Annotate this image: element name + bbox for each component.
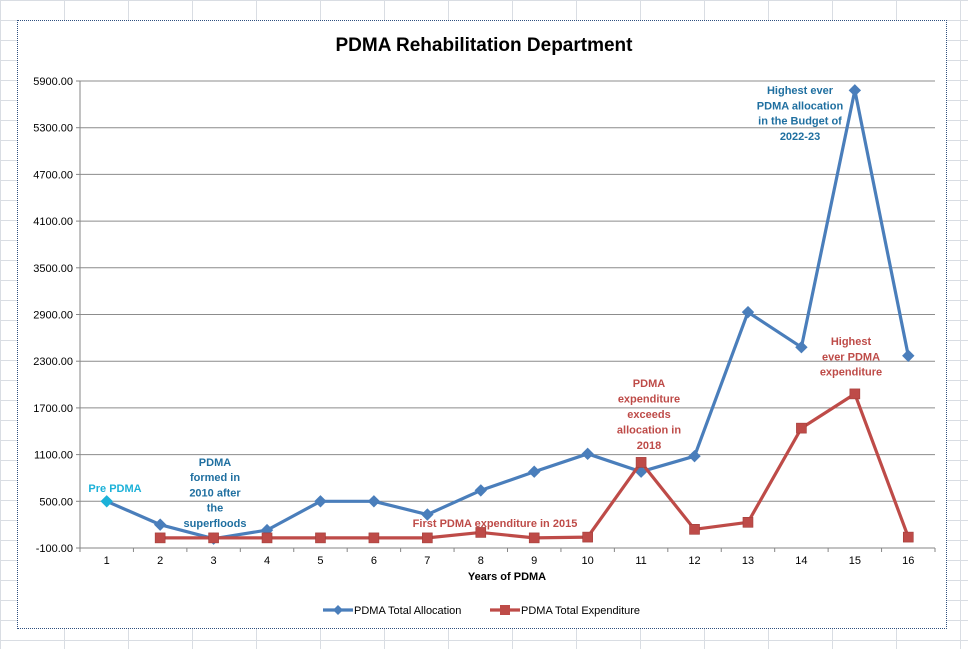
y-tick-label: 2900.00 bbox=[33, 310, 73, 322]
expenditure-point bbox=[635, 457, 647, 468]
annotation-text: Highest ever bbox=[767, 85, 834, 97]
y-tick-label: -100.00 bbox=[36, 543, 73, 555]
expenditure-point bbox=[582, 531, 593, 543]
y-tick-label: 5300.00 bbox=[33, 123, 73, 135]
legend-marker bbox=[333, 605, 343, 615]
allocation-point bbox=[528, 465, 541, 478]
allocation-point bbox=[314, 495, 327, 508]
series-line-1 bbox=[106, 88, 910, 541]
x-tick-label: 16 bbox=[902, 555, 914, 567]
y-tick-label: 4100.00 bbox=[33, 216, 73, 228]
expenditure-point bbox=[742, 517, 754, 528]
annotation-text: allocation in bbox=[617, 425, 681, 437]
annotation-text: formed in bbox=[190, 472, 240, 484]
x-axis-title: Years of PDMA bbox=[468, 571, 546, 583]
x-tick-label: 6 bbox=[371, 555, 377, 567]
annotation-text: PDMA bbox=[199, 457, 231, 469]
expenditure-point bbox=[368, 532, 380, 544]
allocation-point bbox=[153, 518, 167, 531]
annotation-text: 2022-23 bbox=[780, 131, 820, 143]
x-tick-label: 1 bbox=[104, 555, 110, 567]
y-tick-label: 1700.00 bbox=[33, 403, 73, 415]
x-axis: 1 2 3 4 5 6 7 8 9 10 11 12 13 14 15 16 bbox=[79, 548, 936, 567]
expenditure-point bbox=[902, 531, 914, 543]
expenditure-point bbox=[796, 422, 807, 434]
x-tick-label: 13 bbox=[742, 555, 754, 567]
expenditure-point bbox=[154, 532, 166, 544]
expenditure-point bbox=[849, 388, 861, 400]
x-tick-label: 12 bbox=[688, 555, 700, 567]
allocation-point bbox=[741, 305, 755, 319]
legend-label: PDMA Total Allocation bbox=[354, 605, 461, 617]
expenditure-point bbox=[528, 532, 540, 544]
allocation-point bbox=[848, 84, 862, 97]
x-tick-label: 4 bbox=[264, 555, 270, 567]
expenditure-point bbox=[689, 524, 700, 535]
allocation-point bbox=[581, 447, 594, 461]
allocation-point bbox=[902, 349, 915, 362]
legend: PDMA Total Allocation PDMA Total Expendit… bbox=[323, 605, 640, 617]
x-tick-label: 3 bbox=[211, 555, 217, 567]
annotation-text: in the Budget of bbox=[758, 116, 842, 128]
x-tick-label: 2 bbox=[157, 555, 163, 567]
annotation-text: expenditure bbox=[820, 367, 882, 379]
x-tick-label: 5 bbox=[317, 555, 323, 567]
annotation-text: Pre PDMA bbox=[88, 483, 141, 495]
x-tick-label: 7 bbox=[424, 555, 430, 567]
allocation-point bbox=[100, 495, 113, 508]
allocation-point bbox=[367, 495, 381, 508]
y-tick-label: 1100.00 bbox=[34, 450, 73, 462]
x-tick-label: 15 bbox=[849, 555, 861, 567]
gridlines bbox=[80, 80, 935, 549]
plot-area bbox=[100, 84, 915, 545]
expenditure-point bbox=[422, 532, 433, 544]
annotation-text: First PDMA expenditure in 2015 bbox=[413, 518, 578, 530]
annotation-text: ever PDMA bbox=[822, 351, 880, 363]
legend-label: PDMA Total Expenditure bbox=[521, 605, 640, 617]
annotation-text: 2010 after bbox=[189, 487, 241, 499]
expenditure-point bbox=[315, 532, 326, 544]
x-tick-label: 10 bbox=[582, 555, 594, 567]
x-tick-label: 14 bbox=[795, 555, 807, 567]
y-tick-label: 3500.00 bbox=[33, 263, 73, 275]
expenditure-point bbox=[208, 532, 219, 544]
y-tick-label: 5900.00 bbox=[33, 76, 73, 88]
annotation-text: superfloods bbox=[184, 518, 247, 530]
y-tick-label: 4700.00 bbox=[33, 169, 73, 181]
y-tick-label: 2300.00 bbox=[33, 356, 73, 368]
x-tick-label: 11 bbox=[635, 555, 646, 567]
annotation-text: Highest bbox=[831, 336, 872, 348]
expenditure-point bbox=[475, 527, 487, 538]
chart-title: PDMA Rehabilitation Department bbox=[336, 35, 634, 56]
legend-marker bbox=[500, 605, 510, 615]
allocation-point bbox=[795, 340, 808, 354]
allocation-point bbox=[688, 449, 701, 463]
annotation-text: PDMA allocation bbox=[757, 100, 844, 112]
annotations: Pre PDMA PDMA formed in 2010 after the superf… bbox=[88, 85, 882, 530]
x-tick-label: 9 bbox=[531, 555, 537, 567]
annotation-text: PDMA bbox=[633, 378, 665, 390]
annotation-text: 2018 bbox=[637, 440, 661, 452]
annotation-text: the bbox=[207, 503, 224, 515]
annotation-text: exceeds bbox=[627, 409, 670, 421]
allocation-point bbox=[421, 508, 434, 521]
annotation-text: expenditure bbox=[618, 394, 680, 406]
x-tick-label: 8 bbox=[478, 555, 484, 567]
y-tick-label: 500.00 bbox=[39, 496, 73, 508]
expenditure-point bbox=[261, 532, 273, 544]
y-axis: -100.00 500.00 1100.00 1700.00 2300.00 2900.0… bbox=[33, 76, 81, 555]
allocation-point bbox=[474, 484, 487, 497]
